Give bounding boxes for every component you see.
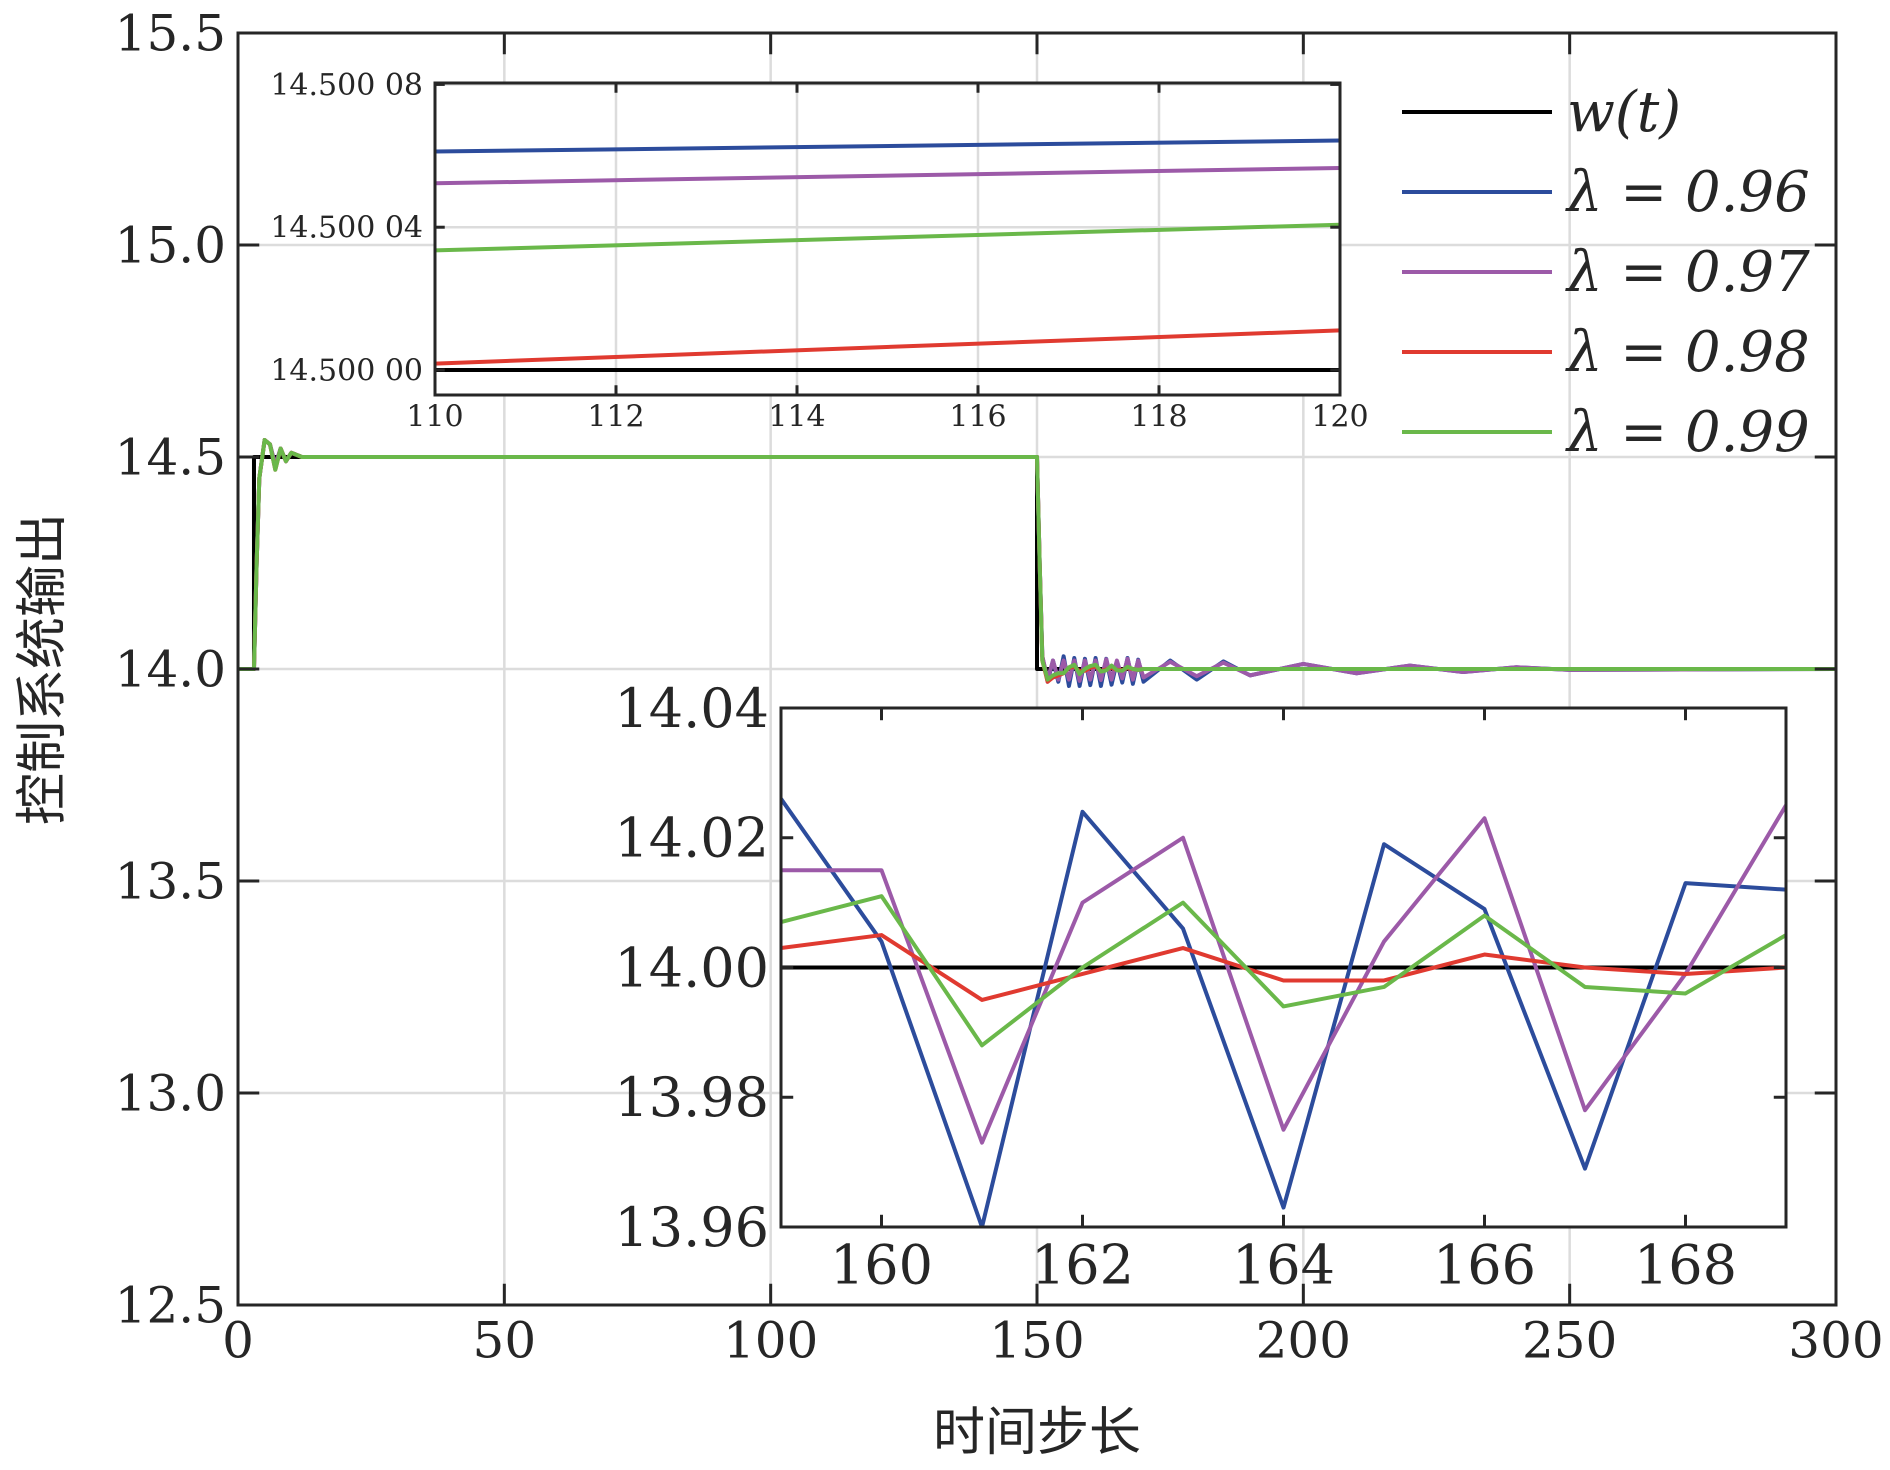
x-tick-label: 114	[768, 400, 825, 435]
x-tick-label: 166	[1433, 1234, 1536, 1297]
y-axis-title: 控制系统输出	[13, 513, 73, 825]
y-tick-label: 13.96	[614, 1196, 769, 1259]
legend-label-0-96: λ = 0.96	[1565, 160, 1810, 225]
x-tick-label: 200	[1256, 1312, 1351, 1370]
legend-label-0-97: λ = 0.97	[1565, 240, 1810, 305]
series-line-0-99	[238, 438, 1836, 682]
panel-inset-top: 110 112 114 116 118 120 14.500 00 14.500 04 14.5…	[270, 68, 1368, 435]
y-tick-label: 13.98	[614, 1066, 769, 1129]
x-tick-label: 164	[1232, 1234, 1335, 1297]
x-tick-label: 168	[1634, 1234, 1737, 1297]
x-tick-label: 162	[1031, 1234, 1134, 1297]
x-tick-label: 118	[1130, 400, 1187, 435]
series-line-0-96	[435, 138, 1340, 154]
x-tick-label: 116	[949, 400, 1006, 435]
series-line-0-98	[435, 328, 1340, 366]
x-tick-label: 160	[830, 1234, 933, 1297]
series-line-0-97	[435, 165, 1340, 186]
y-tick-label: 13.5	[115, 853, 226, 911]
y-tick-label: 15.0	[115, 217, 226, 275]
y-tick-label: 14.00	[614, 936, 769, 999]
y-tick-label: 13.0	[115, 1065, 226, 1123]
series-line-0-98	[781, 933, 1786, 1002]
x-tick-label: 100	[723, 1312, 818, 1370]
x-tick-label: 0	[222, 1312, 254, 1370]
series-line-0-99	[435, 222, 1340, 253]
panel-inset-bottom: 160 162 164 166 168 13.96 13.98 14.00 14.02 14.04	[614, 677, 1788, 1297]
y-tick-label: 14.5	[115, 429, 226, 487]
x-tick-label: 50	[473, 1312, 537, 1370]
x-tick-label: 250	[1522, 1312, 1617, 1370]
y-tick-label: 15.5	[115, 5, 226, 63]
y-tick-label: 14.500 00	[270, 354, 423, 389]
y-tick-label: 14.02	[614, 807, 769, 870]
y-tick-label: 14.500 08	[270, 68, 423, 103]
x-tick-label: 120	[1311, 400, 1368, 435]
legend-label-0-99: λ = 0.99	[1565, 400, 1810, 465]
x-axis-title: 时间步长	[933, 1403, 1141, 1463]
series-line-0-97	[781, 804, 1786, 1145]
x-tick-label: 112	[587, 400, 644, 435]
x-tick-label: 110	[406, 400, 463, 435]
legend-label-w-t: w(t)	[1567, 80, 1681, 145]
y-tick-label: 14.500 04	[270, 211, 423, 246]
y-tick-label: 14.04	[614, 677, 769, 740]
x-tick-label: 300	[1788, 1312, 1883, 1370]
x-tick-label: 150	[989, 1312, 1084, 1370]
series-line-0-96	[781, 797, 1786, 1227]
legend: w(t) λ = 0.96 λ = 0.97 λ = 0.98 λ = 0.99	[1402, 80, 1810, 465]
series-line-0-99	[781, 894, 1786, 1048]
y-tick-label: 12.5	[115, 1277, 226, 1335]
axes-frame	[433, 81, 1342, 397]
legend-label-0-98: λ = 0.98	[1565, 320, 1810, 385]
y-tick-label: 14.0	[115, 641, 226, 699]
